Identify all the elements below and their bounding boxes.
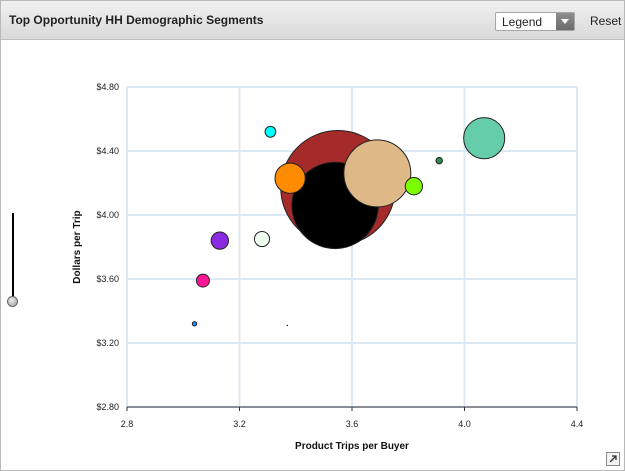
y-tick-label: $2.80 [96,402,119,412]
x-tick-label: 4.0 [458,419,471,429]
data-bubble [210,231,229,250]
legend-dropdown[interactable]: Legend [495,12,575,31]
panel-header: Top Opportunity HH Demographic Segments … [1,1,624,40]
bubble-size-slider-track[interactable] [12,213,14,301]
bubble-size-slider-handle[interactable] [7,296,18,307]
panel-title: Top Opportunity HH Demographic Segments [9,13,264,27]
data-bubble [286,324,289,327]
data-bubble [195,273,210,288]
data-bubble [264,125,277,138]
legend-dropdown-value: Legend [502,15,543,29]
y-tick-label: $4.40 [96,146,119,156]
x-tick-label: 4.4 [571,419,584,429]
y-tick-label: $4.80 [96,82,119,92]
y-tick-label: $3.20 [96,338,119,348]
data-bubble [274,162,306,194]
x-tick-label: 2.8 [121,419,134,429]
data-bubble [435,156,443,165]
x-axis-label: Product Trips per Buyer [295,441,409,452]
y-tick-label: $3.60 [96,274,119,284]
x-tick-label: 3.2 [233,419,246,429]
data-bubble [343,139,412,208]
y-axis-label: Dollars per Trip [72,210,83,283]
data-bubble [191,321,198,327]
chevron-down-icon[interactable] [556,13,574,30]
reset-button[interactable]: Reset [590,14,622,28]
y-tick-label: $4.00 [96,210,119,220]
x-tick-label: 3.6 [346,419,359,429]
resize-icon[interactable] [606,452,620,466]
data-bubble [404,177,424,196]
data-bubble [253,230,271,248]
data-bubble [463,117,506,160]
